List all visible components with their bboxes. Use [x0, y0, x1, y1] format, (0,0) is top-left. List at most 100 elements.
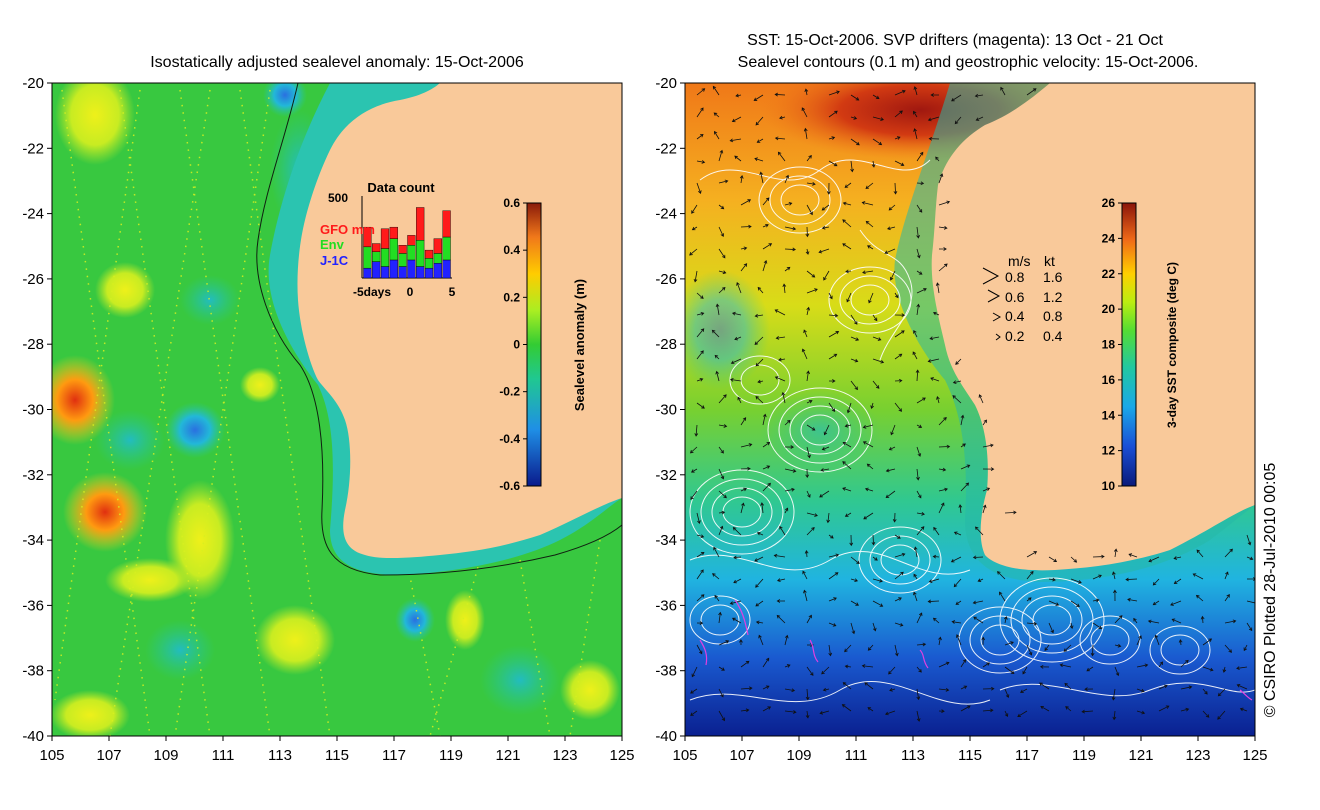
- velocity-arrow: [802, 570, 808, 580]
- velocity-arrow: [864, 487, 874, 492]
- velocity-arrow: [784, 202, 793, 206]
- velocity-arrow: [696, 182, 702, 194]
- velocity-arrow: [754, 336, 764, 345]
- colorbar-tick-label: 0: [513, 338, 520, 352]
- velocity-arrow: [867, 644, 874, 651]
- contour-ring: [778, 396, 862, 464]
- colorbar-tick-label: 0.4: [503, 243, 520, 257]
- velocity-arrow: [718, 179, 729, 184]
- colorbar-tick-label: 26: [1102, 196, 1116, 210]
- x-tick-label: 115: [958, 747, 982, 764]
- y-tick-label: -24: [22, 206, 44, 223]
- velocity-arrow: [806, 527, 815, 536]
- colorbar-tick-label: 14: [1102, 408, 1116, 422]
- colorbar-tick-label: 12: [1102, 444, 1116, 458]
- inset-bar-segment: [416, 266, 425, 279]
- inset-bar-segment: [380, 228, 390, 249]
- y-tick-label: -34: [655, 532, 677, 549]
- isobath-line: [256, 83, 622, 576]
- velocity-arrow: [866, 463, 874, 470]
- velocity-arrow: [696, 402, 705, 409]
- velocity-arrow: [823, 270, 830, 281]
- velocity-arrow: [762, 465, 771, 470]
- velocity-arrow: [894, 571, 904, 580]
- x-tick-label: 109: [153, 747, 178, 764]
- velocity-arrow: [774, 136, 786, 141]
- velocity-arrow: [850, 380, 858, 391]
- velocity-arrow: [691, 666, 698, 678]
- velocity-arrow: [776, 599, 786, 603]
- inset-xlabel-right: 5: [449, 285, 456, 299]
- velocity-arrow: [762, 706, 772, 712]
- velocity-arrow: [762, 482, 771, 492]
- inset-title: Data count: [367, 180, 435, 195]
- colorbar-tick-label: -0.2: [499, 385, 520, 399]
- velocity-arrow: [1040, 705, 1050, 712]
- velocity-arrow: [756, 531, 764, 536]
- velocity-arrow: [784, 664, 791, 668]
- velocity-arrow: [718, 226, 725, 237]
- velocity-arrow: [894, 136, 901, 140]
- velocity-arrow: [754, 313, 764, 318]
- velocity-arrow: [868, 292, 874, 304]
- velocity-arrow: [806, 614, 812, 624]
- velocity-arrow: [828, 553, 840, 558]
- velocity-arrow: [842, 682, 852, 690]
- velocity-arrow: [872, 94, 880, 100]
- velocity-arrow: [974, 526, 984, 536]
- velocity-arrow: [916, 642, 927, 647]
- velocity-arrow: [806, 270, 816, 278]
- velocity-arrow: [955, 358, 962, 365]
- y-tick-label: -26: [22, 271, 44, 288]
- velocity-arrow: [718, 666, 725, 671]
- velocity-arrow: [846, 292, 852, 303]
- velocity-arrow: [1113, 589, 1117, 602]
- velocity-arrow: [872, 600, 884, 607]
- velocity-arrow: [1069, 622, 1074, 630]
- contour-ring: [758, 166, 842, 234]
- inset-legend-env: Env: [320, 237, 345, 252]
- velocity-arrow: [777, 151, 786, 162]
- velocity-arrow: [1133, 617, 1138, 624]
- velocity-arrow: [850, 314, 858, 325]
- velocity-arrow: [1004, 710, 1009, 718]
- y-tick-label: -20: [655, 75, 677, 92]
- velocity-arrow: [978, 394, 984, 404]
- velocity-arrow: [1063, 644, 1072, 652]
- velocity-arrow: [1065, 706, 1072, 712]
- velocity-arrow: [1173, 556, 1182, 560]
- velocity-arrow: [1026, 597, 1032, 602]
- velocity-arrow: [806, 666, 814, 676]
- velocity-arrow: [1192, 573, 1204, 580]
- velocity-arrow: [712, 85, 720, 96]
- velocity-arrow: [1039, 682, 1050, 690]
- velocity-arrow: [850, 622, 856, 635]
- velocity-arrow: [973, 616, 984, 624]
- velocity-arrow: [734, 336, 742, 341]
- velocity-arrow: [1136, 710, 1146, 715]
- velocity-arrow: [1026, 644, 1033, 656]
- velocity-arrow: [1246, 622, 1253, 632]
- velocity-arrow: [871, 534, 876, 546]
- velocity-arrow: [1246, 556, 1254, 561]
- velocity-arrow: [938, 444, 951, 449]
- sst-colorbar-label: 3-day SST composite (deg C): [1165, 262, 1179, 428]
- inset-bar-segment: [416, 240, 425, 267]
- velocity-arrow: [1180, 707, 1190, 712]
- velocity-arrow: [844, 423, 852, 428]
- velocity-arrow: [958, 504, 963, 514]
- velocity-arrow: [972, 600, 984, 605]
- velocity-arrow: [1044, 644, 1050, 652]
- velocity-arrow: [932, 617, 940, 624]
- velocity-arrow: [927, 599, 940, 604]
- velocity-arrow: [718, 270, 727, 275]
- velocity-arrow: [691, 226, 698, 231]
- velocity-arrow: [1136, 663, 1149, 668]
- velocity-arrow: [1003, 616, 1008, 624]
- velocity-arrow: [916, 151, 924, 162]
- velocity-arrow: [714, 130, 720, 140]
- velocity-arrow: [762, 657, 770, 668]
- velocity-arrow: [894, 622, 904, 627]
- velocity-arrow: [953, 578, 962, 588]
- velocity-arrow: [862, 424, 874, 429]
